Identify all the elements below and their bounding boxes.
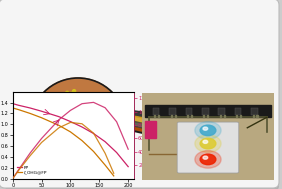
Circle shape — [195, 151, 221, 168]
Circle shape — [200, 125, 216, 136]
Circle shape — [23, 150, 30, 157]
Circle shape — [203, 127, 208, 130]
Bar — [219, 108, 225, 115]
Circle shape — [109, 125, 111, 128]
Bar — [220, 115, 221, 117]
Circle shape — [41, 117, 44, 120]
Bar — [240, 115, 241, 117]
Circle shape — [85, 136, 91, 142]
Polygon shape — [128, 110, 265, 153]
Polygon shape — [128, 115, 265, 156]
Circle shape — [72, 112, 75, 114]
Circle shape — [83, 144, 85, 147]
Circle shape — [60, 115, 65, 119]
Circle shape — [61, 141, 64, 144]
Circle shape — [64, 124, 67, 127]
Circle shape — [73, 90, 76, 93]
Ellipse shape — [113, 126, 122, 133]
Circle shape — [74, 122, 77, 125]
Circle shape — [69, 145, 74, 149]
Circle shape — [203, 140, 208, 143]
Polygon shape — [128, 125, 265, 164]
Circle shape — [30, 159, 34, 163]
Legend: FP, ℓ_OHG@FP: FP, ℓ_OHG@FP — [15, 164, 49, 176]
Y-axis label: Power Density (mW cm⁻²): Power Density (mW cm⁻²) — [149, 101, 154, 170]
Bar — [203, 115, 204, 117]
Circle shape — [72, 128, 75, 131]
FancyBboxPatch shape — [177, 122, 239, 173]
Bar — [224, 115, 225, 117]
Circle shape — [65, 132, 70, 136]
Circle shape — [53, 125, 56, 128]
Bar — [145, 121, 156, 138]
Circle shape — [66, 91, 69, 94]
Circle shape — [76, 105, 79, 108]
FancyBboxPatch shape — [5, 3, 279, 189]
Bar — [202, 108, 209, 115]
Circle shape — [195, 135, 221, 152]
Bar — [191, 115, 192, 117]
Bar — [175, 115, 176, 117]
Bar — [253, 115, 254, 117]
Circle shape — [81, 133, 84, 136]
Circle shape — [200, 154, 216, 165]
Polygon shape — [128, 126, 265, 162]
Circle shape — [98, 120, 101, 122]
Circle shape — [109, 123, 113, 126]
Circle shape — [30, 78, 126, 174]
Text: Cathode: Cathode — [183, 105, 208, 119]
Bar — [235, 108, 241, 115]
Bar — [153, 108, 159, 115]
Bar — [169, 108, 176, 115]
Polygon shape — [128, 120, 265, 159]
Bar — [236, 115, 237, 117]
Bar — [171, 115, 172, 117]
Circle shape — [43, 127, 46, 130]
Circle shape — [79, 115, 81, 118]
Bar — [186, 108, 192, 115]
Circle shape — [51, 150, 54, 153]
Ellipse shape — [102, 122, 113, 132]
Circle shape — [200, 138, 216, 149]
Circle shape — [72, 135, 76, 138]
Bar — [145, 105, 271, 117]
Circle shape — [78, 136, 81, 139]
Circle shape — [78, 108, 83, 114]
Bar — [187, 115, 188, 117]
Bar — [251, 108, 258, 115]
Circle shape — [49, 152, 51, 155]
FancyBboxPatch shape — [142, 93, 274, 180]
Text: Separator-cum-electrolyte: Separator-cum-electrolyte — [179, 159, 248, 163]
Text: Anode: Anode — [155, 109, 174, 129]
Ellipse shape — [84, 118, 102, 130]
Circle shape — [195, 122, 221, 139]
Bar — [158, 115, 159, 117]
Circle shape — [203, 156, 208, 159]
Bar — [207, 115, 208, 117]
Circle shape — [32, 149, 38, 153]
Bar — [154, 115, 155, 117]
Circle shape — [21, 156, 25, 161]
Circle shape — [87, 124, 90, 127]
